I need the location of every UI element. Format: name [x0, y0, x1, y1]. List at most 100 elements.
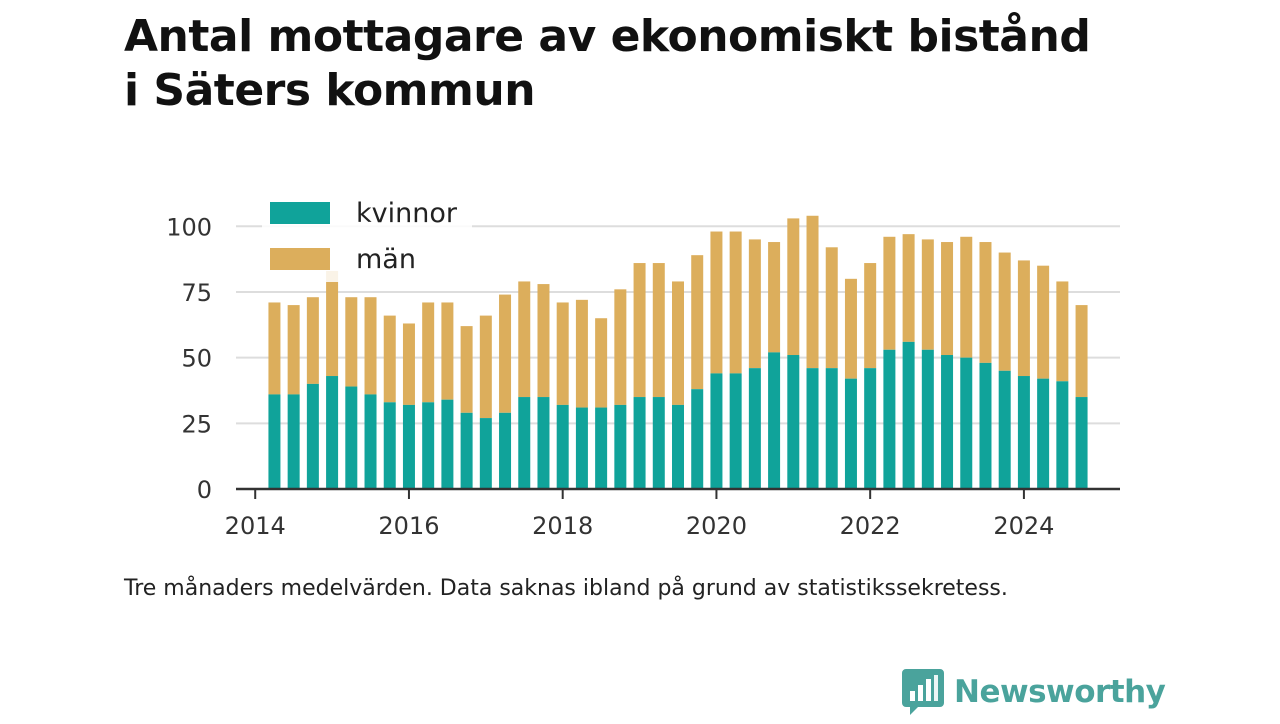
- bar-kvinnor: [691, 389, 704, 489]
- bar-man: [326, 270, 339, 377]
- bar-kvinnor: [575, 407, 588, 489]
- legend-swatch-man: [270, 248, 330, 270]
- bar-kvinnor: [921, 349, 934, 489]
- bar-man: [268, 302, 281, 395]
- bar-kvinnor: [998, 370, 1011, 489]
- bar-kvinnor: [844, 378, 857, 489]
- bar-man: [614, 289, 627, 405]
- bar-kvinnor: [729, 373, 742, 489]
- x-tick-label: 2022: [840, 512, 901, 540]
- bar-chart-speech-bubble-icon: [902, 669, 944, 715]
- bar-kvinnor: [287, 394, 300, 489]
- bar-man: [287, 305, 300, 395]
- bar-kvinnor: [268, 394, 281, 489]
- bar-man: [422, 302, 435, 403]
- bar-kvinnor: [402, 404, 415, 489]
- bar-kvinnor: [614, 404, 627, 489]
- y-tick-label: 100: [166, 213, 212, 241]
- bar-man: [787, 218, 800, 356]
- brand-name: Newsworthy: [954, 674, 1166, 710]
- bar-kvinnor: [633, 397, 646, 489]
- bar-kvinnor: [710, 373, 723, 489]
- bar-kvinnor: [652, 397, 665, 489]
- legend-label: män: [356, 244, 416, 275]
- bar-man: [345, 297, 358, 387]
- bar-kvinnor: [518, 397, 531, 489]
- bar-kvinnor: [499, 412, 512, 489]
- bar-kvinnor: [883, 349, 896, 489]
- bar-man: [402, 323, 415, 405]
- bar-kvinnor: [960, 357, 973, 489]
- bar-man: [691, 255, 704, 390]
- bar-man: [825, 247, 838, 369]
- bar-man: [768, 242, 781, 353]
- bar-man: [883, 236, 896, 350]
- bar-kvinnor: [460, 412, 473, 489]
- bar-man: [652, 263, 665, 398]
- legend-label: kvinnor: [356, 198, 458, 229]
- bar-kvinnor: [979, 362, 992, 489]
- bar-kvinnor: [1075, 397, 1088, 489]
- bar-man: [595, 318, 608, 408]
- y-tick-label: 0: [197, 476, 212, 504]
- bar-man: [729, 231, 742, 374]
- bar-man: [1075, 305, 1088, 398]
- bar-kvinnor: [864, 368, 877, 489]
- bar-man: [383, 315, 396, 403]
- x-tick-label: 2020: [686, 512, 747, 540]
- bar-man: [979, 242, 992, 363]
- x-tick-label: 2024: [993, 512, 1054, 540]
- bar-kvinnor: [902, 341, 915, 489]
- bar-man: [748, 239, 761, 369]
- chart-title: Antal mottagare av ekonomiskt bistånd i S…: [124, 11, 1091, 116]
- bar-kvinnor: [825, 368, 838, 489]
- bar-kvinnor: [1056, 381, 1069, 489]
- bar-man: [499, 294, 512, 413]
- bar-man: [1037, 265, 1050, 379]
- bar-man: [941, 242, 954, 356]
- bar-man: [672, 281, 684, 405]
- bar-man: [575, 299, 588, 408]
- bar-man: [806, 215, 819, 369]
- bar-kvinnor: [306, 383, 319, 489]
- bar-kvinnor: [537, 397, 550, 489]
- x-tick-label: 2018: [532, 512, 593, 540]
- bar-kvinnor: [422, 402, 435, 489]
- bar-man: [998, 252, 1011, 371]
- bar-man: [864, 263, 877, 369]
- bar-man: [556, 302, 569, 405]
- bar-man: [710, 231, 723, 374]
- bar-kvinnor: [595, 407, 608, 489]
- bar-kvinnor: [345, 386, 358, 489]
- bar-man: [633, 263, 646, 398]
- bar-man: [306, 297, 319, 384]
- bar-kvinnor: [326, 376, 339, 489]
- bar-man: [844, 278, 857, 379]
- chart-footnote: Tre månaders medelvärden. Data saknas ib…: [124, 576, 1008, 601]
- bar-kvinnor: [1017, 376, 1030, 489]
- bar-man: [960, 236, 973, 358]
- bar-kvinnor: [364, 394, 377, 489]
- bar-man: [364, 297, 377, 395]
- x-tick-label: 2016: [378, 512, 439, 540]
- bar-kvinnor: [383, 402, 396, 489]
- bar-man: [1056, 281, 1069, 382]
- bar-kvinnor: [479, 418, 492, 489]
- bar-man: [1017, 260, 1030, 377]
- bar-kvinnor: [441, 399, 454, 489]
- bar-kvinnor: [768, 352, 781, 489]
- y-tick-label: 50: [181, 345, 212, 373]
- bar-kvinnor: [672, 404, 684, 489]
- bar-kvinnor: [748, 368, 761, 489]
- bar-kvinnor: [787, 355, 800, 489]
- y-tick-label: 75: [181, 279, 212, 307]
- legend-swatch-kvinnor: [270, 202, 330, 224]
- bar-man: [902, 234, 915, 342]
- bar-kvinnor: [941, 355, 954, 489]
- x-tick-label: 2014: [225, 512, 286, 540]
- bar-kvinnor: [556, 404, 569, 489]
- brand-logo[interactable]: Newsworthy: [902, 668, 1166, 716]
- bar-man: [518, 281, 531, 398]
